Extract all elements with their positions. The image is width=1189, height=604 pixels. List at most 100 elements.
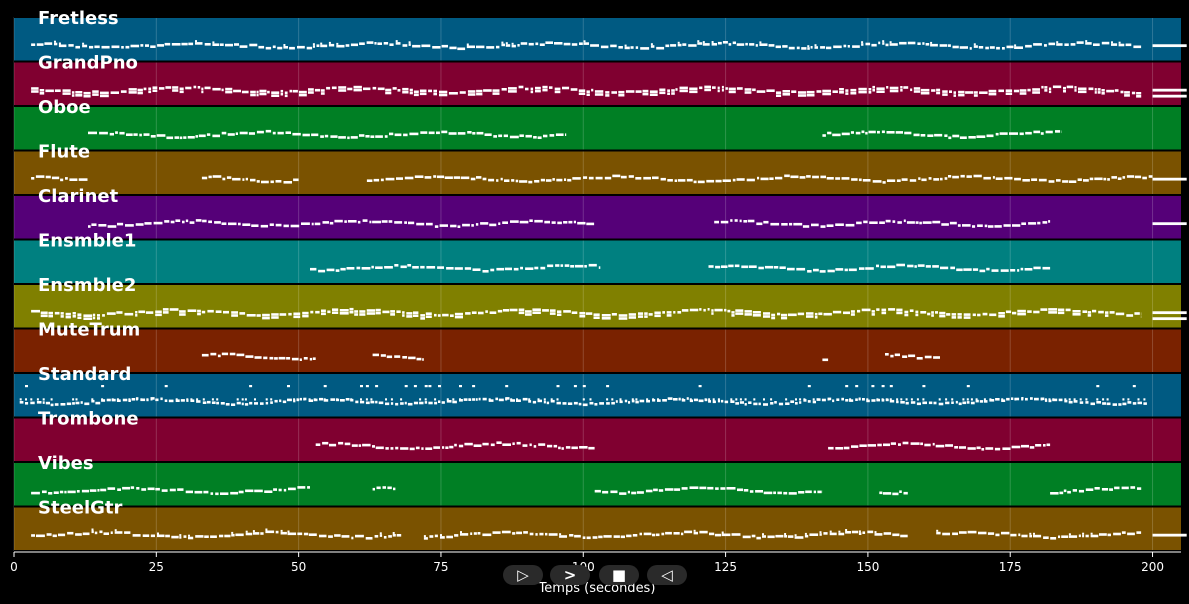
note xyxy=(631,491,637,495)
track-lane[interactable] xyxy=(14,463,1181,506)
note xyxy=(1044,399,1048,402)
note xyxy=(358,444,362,447)
note xyxy=(861,43,864,46)
note xyxy=(1072,313,1081,316)
note xyxy=(537,136,542,139)
note xyxy=(1122,402,1127,406)
note xyxy=(58,533,66,537)
note xyxy=(1101,89,1105,92)
note xyxy=(936,91,941,95)
note xyxy=(1065,308,1071,312)
note xyxy=(269,223,274,226)
track-lane[interactable] xyxy=(14,507,1187,551)
note xyxy=(655,533,660,537)
note xyxy=(1002,447,1011,450)
track-lane[interactable] xyxy=(14,107,1181,150)
note xyxy=(543,400,546,404)
note xyxy=(413,314,419,317)
note xyxy=(505,397,510,400)
note xyxy=(659,91,666,95)
note xyxy=(1018,533,1021,537)
note xyxy=(556,385,560,388)
note xyxy=(89,489,97,492)
note xyxy=(131,398,134,401)
note xyxy=(598,266,601,269)
note xyxy=(88,225,91,228)
note xyxy=(673,532,680,535)
note xyxy=(972,268,979,271)
rewind-button[interactable]: ◁ xyxy=(647,565,687,585)
note xyxy=(611,313,617,316)
note xyxy=(1152,177,1187,181)
track-lane[interactable] xyxy=(14,62,1187,106)
note xyxy=(328,535,333,538)
note xyxy=(221,352,229,356)
note xyxy=(371,265,374,269)
track-lane[interactable] xyxy=(14,196,1187,239)
forward-button[interactable]: > xyxy=(550,565,590,585)
note xyxy=(1111,41,1113,44)
note xyxy=(312,45,315,48)
track-lane[interactable] xyxy=(14,329,1181,373)
note xyxy=(749,43,755,46)
note xyxy=(323,385,327,388)
note xyxy=(502,443,511,446)
note xyxy=(452,400,457,404)
note xyxy=(75,94,83,97)
note xyxy=(271,94,280,97)
note xyxy=(116,311,123,314)
track-label: Clarinet xyxy=(38,186,119,207)
note xyxy=(329,443,337,447)
note xyxy=(375,135,383,138)
note xyxy=(1033,532,1035,535)
note xyxy=(734,219,738,222)
note xyxy=(60,312,64,315)
note xyxy=(100,94,109,98)
note xyxy=(820,175,826,179)
note xyxy=(679,86,688,90)
note xyxy=(835,447,844,450)
note xyxy=(810,46,813,49)
note xyxy=(292,89,298,93)
note xyxy=(160,397,163,401)
note xyxy=(763,220,769,224)
note xyxy=(231,533,235,537)
track-lane[interactable] xyxy=(14,240,1181,284)
track-lane[interactable] xyxy=(14,151,1187,195)
note xyxy=(162,308,169,311)
note xyxy=(789,222,793,226)
note xyxy=(841,177,850,180)
track-lane[interactable] xyxy=(14,18,1187,61)
note xyxy=(511,179,515,182)
note xyxy=(855,398,858,401)
note xyxy=(920,91,930,95)
note xyxy=(988,225,994,228)
note xyxy=(48,314,53,318)
note xyxy=(501,88,507,91)
note xyxy=(1012,311,1017,315)
note xyxy=(673,311,676,314)
track-lane[interactable] xyxy=(14,374,1181,417)
note xyxy=(635,46,639,49)
note xyxy=(468,398,471,401)
note xyxy=(225,43,233,47)
note xyxy=(957,316,962,319)
note xyxy=(940,266,949,270)
stop-button[interactable]: ■ xyxy=(599,565,639,585)
note xyxy=(496,45,500,49)
note xyxy=(164,385,168,388)
note xyxy=(889,43,898,46)
note xyxy=(845,89,849,92)
play-button[interactable]: ▷ xyxy=(503,565,543,585)
track-lane[interactable] xyxy=(14,418,1181,462)
note xyxy=(751,534,756,538)
note xyxy=(1043,444,1046,447)
note xyxy=(820,46,826,49)
note xyxy=(712,400,716,404)
note xyxy=(1111,43,1118,46)
note xyxy=(245,530,248,533)
note xyxy=(1082,532,1085,535)
note xyxy=(545,532,548,536)
track-lane[interactable] xyxy=(14,285,1187,328)
note xyxy=(822,134,826,137)
